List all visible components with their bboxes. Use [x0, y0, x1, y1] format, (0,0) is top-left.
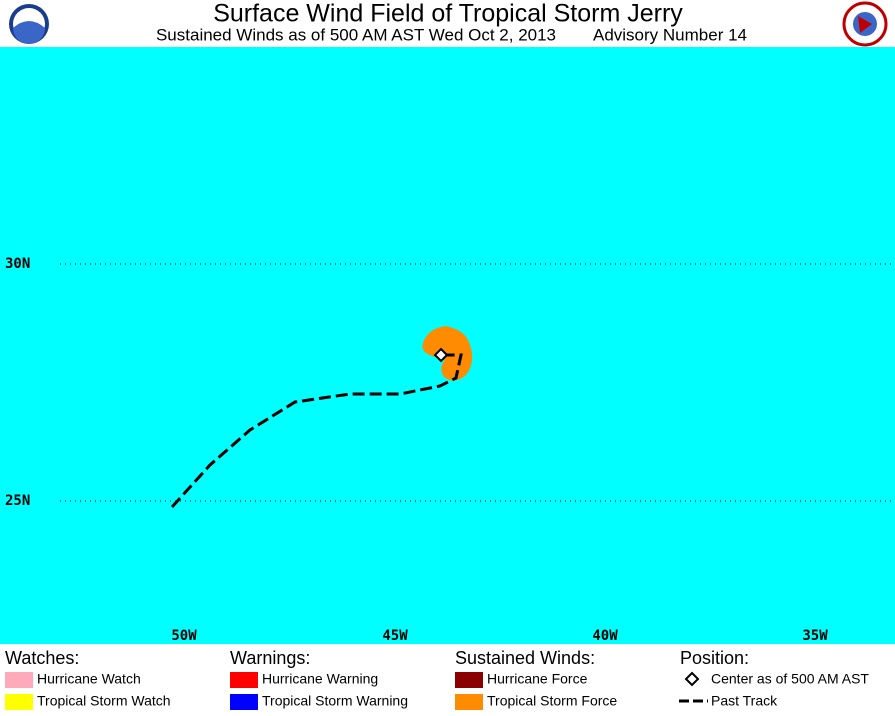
advisory: Advisory Number 14	[593, 25, 747, 44]
legend-label: Hurricane Force	[487, 671, 588, 687]
past-track	[170, 353, 463, 509]
center-icon	[684, 671, 700, 687]
legend-title: Warnings:	[230, 648, 310, 668]
nws-logo	[842, 1, 888, 47]
wind-field	[422, 326, 473, 381]
legend-swatch	[5, 672, 33, 688]
lat-label: 30N	[5, 256, 30, 272]
legend-title: Watches:	[5, 648, 79, 668]
legend-label: Tropical Storm Watch	[37, 693, 171, 709]
legend-label: Hurricane Watch	[37, 671, 141, 687]
legend-title: Position:	[680, 648, 749, 668]
noaa-logo	[9, 4, 49, 44]
legend-label: Hurricane Warning	[262, 671, 378, 687]
legend: Watches: Hurricane Watch Tropical Storm Wa…	[5, 648, 869, 710]
legend-swatch	[5, 694, 33, 710]
legend-label: Tropical Storm Warning	[262, 693, 408, 709]
subtitle: Sustained Winds as of 500 AM AST Wed Oct…	[156, 25, 556, 44]
storm-center	[433, 347, 449, 363]
lon-label: 45W	[382, 628, 408, 644]
title: Surface Wind Field of Tropical Storm Jer…	[213, 0, 683, 28]
legend-swatch	[230, 694, 258, 710]
legend-swatch	[230, 672, 258, 688]
legend-label: Tropical Storm Force	[487, 693, 617, 709]
lat-label: 25N	[5, 493, 30, 509]
lon-label: 35W	[802, 628, 828, 644]
legend-swatch	[455, 672, 483, 688]
legend-label: Past Track	[711, 693, 778, 709]
lon-label: 40W	[592, 628, 618, 644]
legend-title: Sustained Winds:	[455, 648, 595, 668]
lon-label: 50W	[171, 628, 197, 644]
legend-label: Center as of 500 AM AST	[711, 671, 869, 687]
legend-swatch	[455, 694, 483, 710]
